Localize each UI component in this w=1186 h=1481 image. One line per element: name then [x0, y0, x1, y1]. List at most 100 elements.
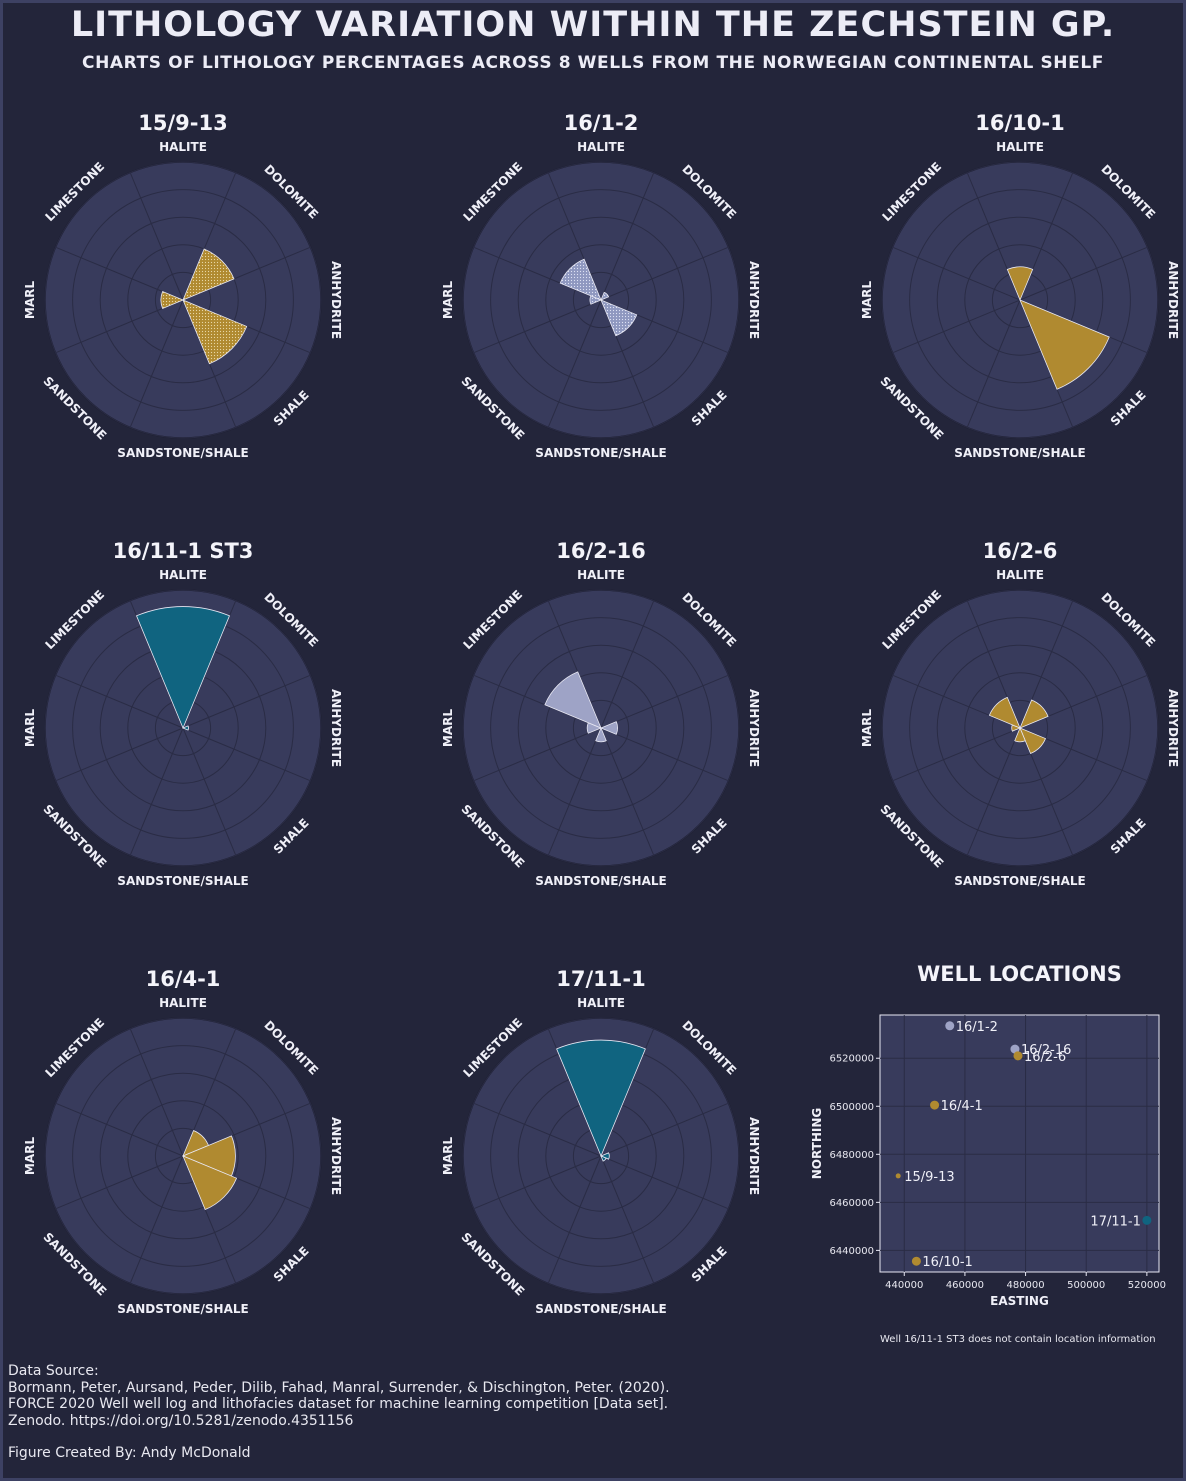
radial-gridline: [462, 589, 740, 867]
angular-gridline: [600, 727, 655, 856]
angular-gridline: [600, 600, 655, 729]
well-marker-17-11-1: [1142, 1215, 1152, 1225]
radial-gridline: [936, 216, 1104, 384]
polar-chart-15-9-13: 15/9-13HALITEDOLOMITEANHYDRITESHALESANDS…: [23, 111, 343, 460]
radial-gridline: [490, 617, 712, 839]
chart-title: 16/2-6: [983, 539, 1058, 563]
y-tick-label: 6500000: [829, 1102, 874, 1113]
x-tick-label: 500000: [1067, 1280, 1105, 1291]
category-label: SANDSTONE/SHALE: [535, 874, 666, 888]
angular-gridline: [55, 246, 184, 301]
radial-gridline: [991, 699, 1049, 757]
bar-halite: [556, 1039, 646, 1158]
angular-gridline: [600, 172, 655, 301]
well-label: 16/1-2: [956, 1020, 998, 1035]
well-marker-16-2-16: [1010, 1044, 1020, 1054]
category-label: SANDSTONE/SHALE: [954, 874, 1085, 888]
chart-title: 16/2-16: [556, 539, 645, 563]
chart-title: 15/9-13: [138, 111, 227, 135]
bar-shale: [600, 1155, 607, 1162]
well-marker-15-9-13: [895, 1173, 901, 1179]
radial-gridline: [44, 589, 322, 867]
angular-gridline: [473, 299, 602, 354]
category-label: ANHYDRITE: [329, 1117, 343, 1195]
y-tick-label: 6440000: [829, 1246, 874, 1257]
radial-gridline: [909, 617, 1131, 839]
source-line: Bormann, Peter, Aursand, Peder, Dilib, F…: [8, 1379, 670, 1396]
category-label: HALITE: [159, 140, 207, 154]
radial-gridline: [881, 161, 1159, 439]
figure-title: LITHOLOGY VARIATION WITHIN THE ZECHSTEIN…: [70, 5, 1116, 45]
figure-canvas: 15/9-13HALITEDOLOMITEANHYDRITESHALESANDS…: [23, 111, 1180, 1345]
map-title: WELL LOCATIONS: [917, 962, 1122, 986]
angular-gridline: [55, 674, 184, 729]
category-label: ANHYDRITE: [329, 689, 343, 767]
x-axis-label: EASTING: [990, 1294, 1049, 1308]
category-label: MARL: [860, 709, 874, 747]
angular-gridline: [1019, 246, 1148, 301]
bar-shale: [1019, 727, 1047, 755]
y-tick-label: 6480000: [829, 1150, 874, 1161]
bar-marl: [160, 291, 185, 309]
angular-gridline: [547, 299, 602, 428]
radial-gridline: [462, 161, 740, 439]
radial-gridline: [964, 672, 1076, 784]
bar-halite: [1006, 266, 1034, 302]
well-label: 15/9-13: [904, 1170, 954, 1185]
angular-gridline: [600, 1102, 729, 1157]
category-label: SANDSTONE/SHALE: [117, 446, 248, 460]
category-label: MARL: [860, 281, 874, 319]
polar-chart-16-2-6: 16/2-6HALITEDOLOMITEANHYDRITESHALESANDST…: [860, 539, 1180, 888]
radial-gridline: [127, 244, 239, 356]
category-label: MARL: [441, 709, 455, 747]
x-tick-label: 520000: [1128, 1280, 1166, 1291]
category-label: MARL: [23, 1137, 37, 1175]
radial-gridline: [99, 216, 267, 384]
angular-gridline: [182, 674, 311, 729]
chart-title: 17/11-1: [556, 967, 645, 991]
footer: Data Source: Bormann, Peter, Aursand, Pe…: [8, 1363, 908, 1462]
category-label: HALITE: [159, 996, 207, 1010]
bar-anhydrite: [599, 721, 618, 735]
radial-gridline: [490, 189, 712, 411]
angular-gridline: [600, 727, 729, 782]
polar-chart-16-11-1-st3: 16/11-1 ST3HALITEDOLOMITEANHYDRITESHALES…: [23, 539, 343, 888]
angular-gridline: [473, 727, 602, 782]
radial-gridline: [517, 644, 685, 812]
angular-gridline: [600, 1155, 655, 1284]
x-tick-label: 460000: [946, 1280, 984, 1291]
angular-gridline: [129, 727, 184, 856]
map-note: Well 16/11-1 ST3 does not contain locati…: [880, 1334, 1156, 1345]
bar-shale: [1019, 299, 1110, 390]
y-tick-label: 6520000: [829, 1054, 874, 1065]
bar-limestone: [988, 696, 1021, 729]
bar-dolomite: [182, 248, 235, 301]
polar-chart-17-11-1: 17/11-1HALITEDOLOMITEANHYDRITESHALESANDS…: [441, 967, 761, 1316]
bar-shale: [182, 299, 248, 365]
source-line: FORCE 2020 Well well log and lithofacies…: [8, 1396, 669, 1412]
well-label: 16/4-1: [941, 1099, 983, 1114]
category-label: HALITE: [996, 568, 1044, 582]
y-tick-label: 6460000: [829, 1198, 874, 1209]
angular-gridline: [129, 172, 184, 301]
angular-gridline: [182, 727, 311, 782]
bar-sandstone-shale: [595, 726, 607, 743]
bar-dolomite: [1019, 699, 1049, 729]
category-label: HALITE: [577, 568, 625, 582]
bar-shale: [182, 1155, 238, 1211]
angular-gridline: [55, 299, 184, 354]
bar-dolomite: [600, 291, 610, 301]
bar-limestone: [544, 671, 602, 729]
x-tick-label: 440000: [885, 1280, 923, 1291]
well-marker-16-1-2: [945, 1021, 955, 1031]
category-label: ANHYDRITE: [329, 261, 343, 339]
category-label: SANDSTONE/SHALE: [117, 874, 248, 888]
angular-gridline: [473, 1102, 602, 1157]
category-label: ANHYDRITE: [1166, 689, 1180, 767]
polar-chart-16-4-1: 16/4-1HALITEDOLOMITEANHYDRITESHALESANDST…: [23, 967, 343, 1316]
angular-gridline: [129, 299, 184, 428]
bar-anhydrite: [181, 725, 189, 731]
angular-gridline: [966, 299, 1021, 428]
well-label: 16/10-1: [922, 1255, 972, 1270]
